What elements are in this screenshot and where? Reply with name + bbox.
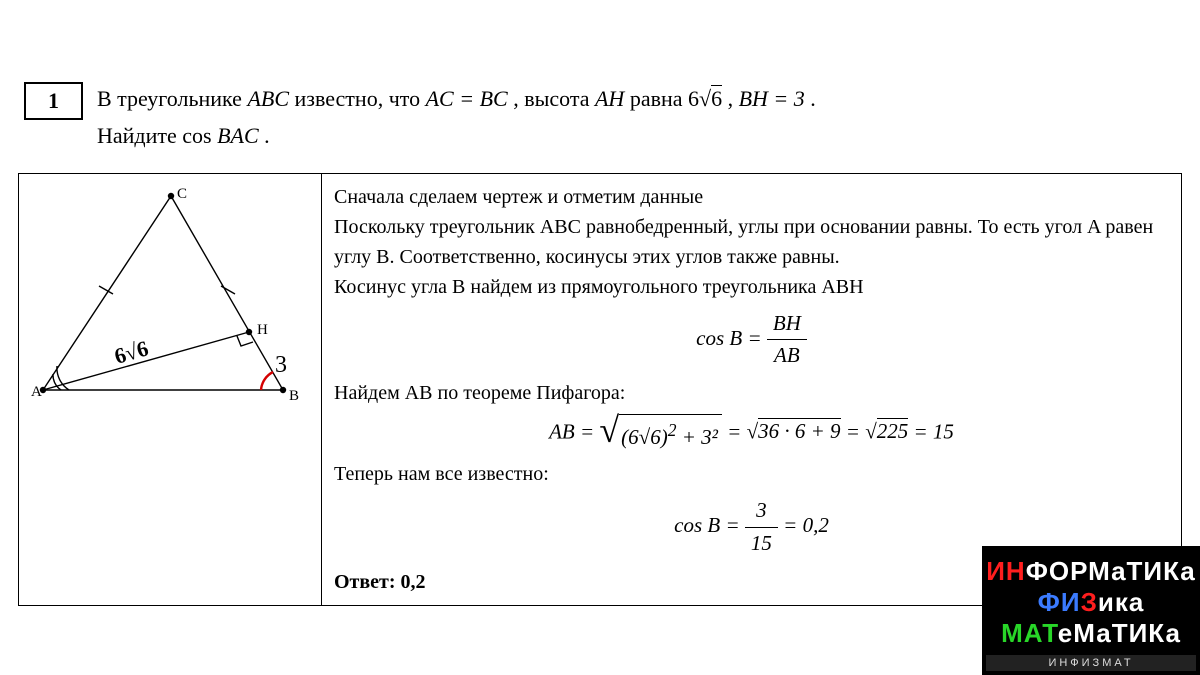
f3d: 15: [745, 528, 778, 560]
svg-text:H: H: [257, 322, 268, 338]
cosw: cos: [182, 123, 217, 148]
bigsqrt1: √ (6√6)2 + 3²: [599, 414, 722, 454]
lr3c: еМ: [1058, 618, 1096, 648]
t2: известно, что: [295, 86, 426, 111]
t4: равна: [630, 86, 688, 111]
problem-number: 1: [48, 88, 59, 113]
lr2c: З: [1081, 587, 1098, 617]
lr1a: ИН: [986, 556, 1025, 586]
brand-logo: ИНФОРМаТИКа ФИЗика МАТеМаТИКа ИНФИЗМАТ: [982, 546, 1200, 675]
t5: ,: [728, 86, 739, 111]
sol-p3: Косинус угла B найдем из прямоугольного …: [334, 272, 1169, 302]
solution-table: A B C H 6√6 3 Сначала сделаем чертеж и о…: [18, 173, 1182, 607]
ansv: 0,2: [401, 571, 426, 593]
f2s3: 225: [877, 418, 909, 443]
ansl: Ответ:: [334, 571, 396, 593]
f2s2: 36 · 6 + 9: [758, 418, 840, 443]
formula-ab: AB = √ (6√6)2 + 3² = √36 · 6 + 9 = √225 …: [334, 414, 1169, 454]
f3l: cos B: [674, 513, 720, 537]
logo-row-3: МАТеМаТИКа: [986, 618, 1196, 649]
sol-p4: Найдем AB по теореме Пифагора:: [334, 378, 1169, 408]
cosarg: BAC: [217, 123, 259, 148]
f1n: BH: [767, 308, 807, 341]
triangle-diagram: A B C H 6√6 3: [31, 182, 309, 412]
f3-frac: 3 15: [745, 495, 778, 559]
logo-row-2: ФИЗика: [986, 587, 1196, 618]
eq1: AC = BC: [426, 86, 514, 111]
problem-header: 1 В треугольнике ABC известно, что AC = …: [0, 0, 1200, 155]
lr1c: аТИКа: [1111, 556, 1196, 586]
bhv: 3: [794, 86, 805, 111]
lr3a: МА: [1001, 618, 1042, 648]
svg-text:B: B: [289, 388, 299, 404]
lr2d: ика: [1098, 587, 1144, 617]
ahr: 6: [711, 85, 722, 111]
t7: Найдите: [97, 123, 182, 148]
f1d: AB: [767, 340, 807, 372]
t6: .: [810, 86, 816, 111]
t1: В треугольнике: [97, 86, 247, 111]
diagram-cell: A B C H 6√6 3: [19, 173, 322, 606]
ahc: 6: [688, 86, 699, 111]
sol-p5: Теперь нам все известно:: [334, 459, 1169, 489]
logo-row-1: ИНФОРМаТИКа: [986, 556, 1196, 587]
f2r: 15: [933, 419, 954, 443]
lr2a: Ф: [1038, 587, 1061, 617]
f2b: + 3²: [676, 425, 717, 449]
ah: AH: [595, 86, 624, 111]
svg-text:C: C: [177, 186, 187, 202]
lr2b: И: [1061, 587, 1081, 617]
lr1b: ФОРМ: [1026, 556, 1111, 586]
f1l: cos B: [696, 326, 742, 350]
eq1-rhs: BC: [480, 86, 508, 111]
solution-cell: Сначала сделаем чертеж и отметим данные …: [322, 173, 1182, 606]
lr3b: Т: [1042, 618, 1058, 648]
svg-text:A: A: [31, 384, 42, 400]
cos-bac: cos BAC: [182, 123, 264, 148]
bhl: BH: [739, 86, 768, 111]
sol-p2: Поскольку треугольник ABC равнобедренный…: [334, 212, 1169, 272]
t8: .: [264, 123, 270, 148]
bh-eq: BH = 3: [739, 86, 811, 111]
f3r: 0,2: [803, 513, 829, 537]
svg-text:6√6: 6√6: [111, 335, 151, 368]
problem-text: В треугольнике ABC известно, что AC = BC…: [97, 80, 816, 155]
f3n: 3: [745, 495, 778, 528]
tri-name: ABC: [247, 86, 289, 111]
logo-sub: ИНФИЗМАТ: [986, 655, 1196, 671]
svg-text:3: 3: [275, 352, 287, 378]
formula-cosb: cos B = BH AB: [334, 308, 1169, 372]
f1-frac: BH AB: [767, 308, 807, 372]
problem-number-box: 1: [24, 82, 83, 120]
t3: , высота: [513, 86, 595, 111]
sol-p1: Сначала сделаем чертеж и отметим данные: [334, 182, 1169, 212]
lr3d: аТИКа: [1096, 618, 1181, 648]
f2l: AB: [549, 419, 575, 443]
ah-val: 6√6: [688, 85, 728, 111]
eq1-lhs: AC: [426, 86, 454, 111]
f2a: (6√6): [621, 425, 668, 449]
